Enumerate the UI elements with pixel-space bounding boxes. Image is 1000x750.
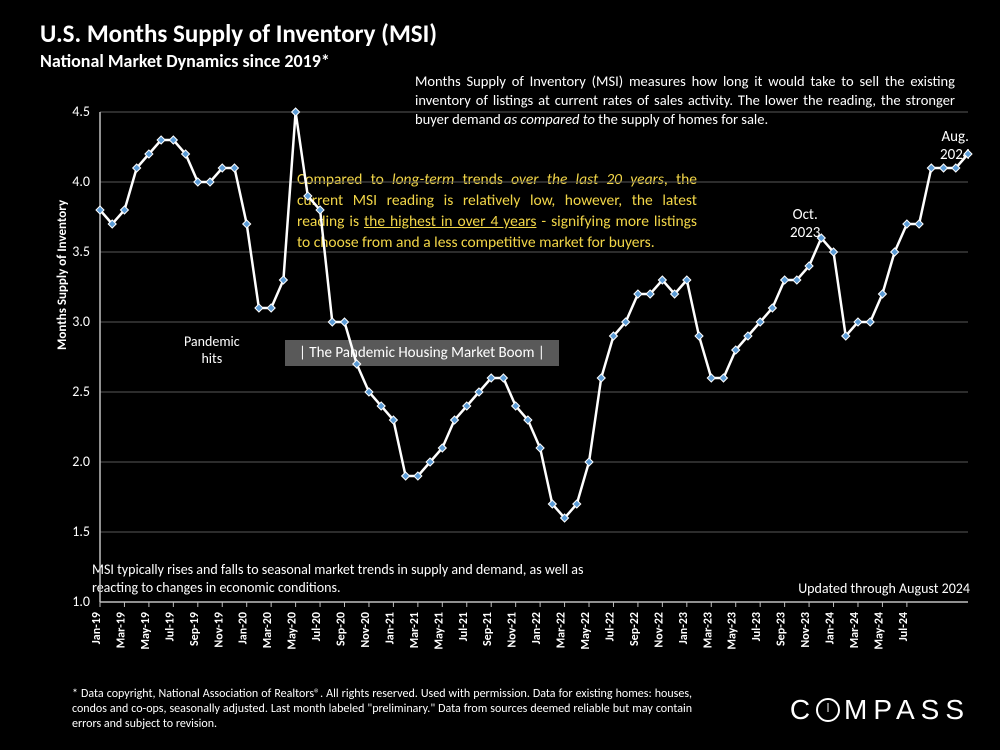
svg-text:Mar-21: Mar-21 bbox=[408, 612, 422, 648]
svg-text:4.0: 4.0 bbox=[72, 173, 90, 190]
logo-text: MPASS bbox=[844, 694, 970, 725]
svg-text:Jan-22: Jan-22 bbox=[530, 612, 544, 644]
msi-line-chart: 1.0 1.5 2.0 2.5 3.0 3.5 4.0 4.5 Jan-19 Mar-19 May-… bbox=[40, 100, 975, 670]
svg-text:Jan-19: Jan-19 bbox=[90, 612, 104, 644]
svg-text:Mar-19: Mar-19 bbox=[114, 612, 128, 648]
svg-text:May-22: May-22 bbox=[579, 612, 593, 650]
svg-text:May-24: May-24 bbox=[872, 612, 886, 650]
page-title: U.S. Months Supply of Inventory (MSI) bbox=[40, 18, 437, 49]
compass-logo: CMPASS bbox=[790, 694, 970, 726]
svg-text:Nov-21: Nov-21 bbox=[506, 612, 520, 648]
svg-text:Sep-19: Sep-19 bbox=[188, 612, 202, 646]
svg-text:Mar-23: Mar-23 bbox=[701, 612, 715, 648]
svg-text:Nov-23: Nov-23 bbox=[799, 612, 813, 648]
svg-text:May-23: May-23 bbox=[726, 612, 740, 650]
svg-text:Jan-23: Jan-23 bbox=[677, 612, 691, 644]
svg-text:1.5: 1.5 bbox=[72, 523, 90, 540]
svg-text:Jan-24: Jan-24 bbox=[824, 612, 838, 644]
svg-text:Nov-22: Nov-22 bbox=[652, 612, 666, 648]
svg-text:Mar-24: Mar-24 bbox=[848, 612, 862, 648]
svg-text:Jul-24: Jul-24 bbox=[897, 612, 911, 641]
svg-text:Jul-20: Jul-20 bbox=[310, 612, 324, 641]
svg-text:May-21: May-21 bbox=[432, 612, 446, 650]
svg-text:3.5: 3.5 bbox=[72, 243, 90, 260]
svg-text:Mar-20: Mar-20 bbox=[261, 612, 275, 648]
svg-text:Jul-23: Jul-23 bbox=[750, 612, 764, 641]
svg-text:1.0: 1.0 bbox=[72, 593, 90, 610]
svg-text:Jul-22: Jul-22 bbox=[603, 612, 617, 641]
svg-text:Jan-21: Jan-21 bbox=[383, 612, 397, 644]
svg-text:May-20: May-20 bbox=[286, 612, 300, 650]
svg-text:3.0: 3.0 bbox=[72, 313, 90, 330]
svg-text:2.5: 2.5 bbox=[72, 383, 90, 400]
compass-logo-icon bbox=[816, 698, 840, 722]
svg-text:4.5: 4.5 bbox=[72, 103, 90, 120]
footnote: * Data copyright, National Association o… bbox=[72, 687, 692, 732]
svg-text:Jan-20: Jan-20 bbox=[237, 612, 251, 644]
svg-text:Sep-21: Sep-21 bbox=[481, 612, 495, 646]
svg-text:Sep-22: Sep-22 bbox=[628, 612, 642, 646]
svg-text:Sep-20: Sep-20 bbox=[335, 612, 349, 646]
svg-text:Nov-19: Nov-19 bbox=[212, 612, 226, 648]
svg-text:Mar-22: Mar-22 bbox=[555, 612, 569, 648]
svg-text:Sep-23: Sep-23 bbox=[775, 612, 789, 646]
svg-text:May-19: May-19 bbox=[139, 612, 153, 650]
svg-text:Nov-20: Nov-20 bbox=[359, 612, 373, 648]
page-subtitle: National Market Dynamics since 2019* bbox=[40, 50, 330, 72]
svg-text:Jul-21: Jul-21 bbox=[457, 612, 471, 641]
svg-text:Jul-19: Jul-19 bbox=[163, 612, 177, 641]
svg-text:2.0: 2.0 bbox=[72, 453, 90, 470]
